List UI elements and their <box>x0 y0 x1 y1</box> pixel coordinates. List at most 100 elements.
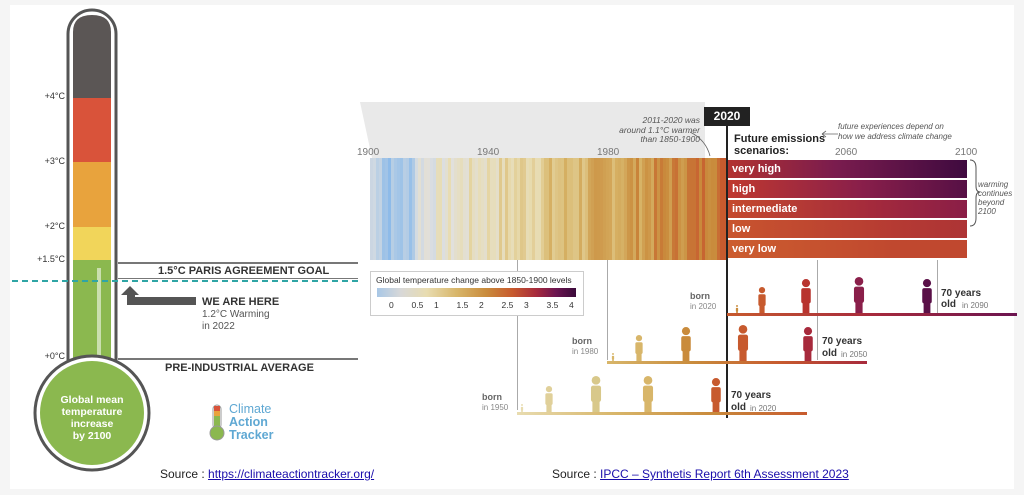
stripe <box>417 158 422 260</box>
stripe <box>609 158 613 260</box>
logo-word-action: Action <box>229 415 268 429</box>
bulb-line-3: increase <box>70 418 114 430</box>
source-right-link[interactable]: IPCC – Synthetis Report 6th Assessment 2… <box>600 467 849 481</box>
legend-box: Global temperature change above 1850-190… <box>370 271 584 316</box>
stripe <box>708 158 712 260</box>
warming-value: 1.2°C Warming <box>202 309 270 320</box>
old-2020-label: old <box>731 402 746 413</box>
scenario-bracket <box>969 159 981 227</box>
stripe <box>429 158 434 260</box>
stripe <box>381 158 386 260</box>
adult-1990 <box>642 376 654 412</box>
adult-2020 <box>801 279 811 313</box>
segment-2-3c <box>73 162 111 227</box>
stripe <box>615 158 619 260</box>
annotation-pointer <box>689 131 711 157</box>
adult-1950 <box>590 376 602 412</box>
stripe <box>534 158 539 260</box>
stripe <box>504 158 509 260</box>
stripe <box>537 158 542 260</box>
tick-line-1980 <box>607 260 608 360</box>
axis-year-1940: 1940 <box>477 147 500 158</box>
stripe <box>681 158 685 260</box>
stripe <box>642 158 646 260</box>
old-2020-year: in 2020 <box>750 404 777 413</box>
stripe <box>651 158 655 260</box>
stripe <box>633 158 637 260</box>
paris-goal-line <box>118 262 358 264</box>
stripe <box>639 158 643 260</box>
future-note: future experiences depend on how we addr… <box>838 122 952 141</box>
legend-tick: 3.5 <box>546 300 559 310</box>
warming-note-line-3: beyond <box>978 198 1005 207</box>
adult-2020-b <box>737 325 749 361</box>
axis-year-2060: 2060 <box>835 147 858 158</box>
ground-line-1950 <box>517 412 807 415</box>
current-warming-dashed-line <box>12 280 358 282</box>
paris-goal-underline <box>118 278 358 279</box>
stripe <box>618 158 622 260</box>
stripe <box>690 158 694 260</box>
stripe <box>600 158 604 260</box>
stripe <box>450 158 455 260</box>
seventy-years-2090: 70 years <box>941 288 982 299</box>
stripe <box>471 158 476 260</box>
stripe <box>453 158 458 260</box>
historical-warming-stripes <box>370 158 726 260</box>
stripe <box>399 158 404 260</box>
stripe <box>441 158 446 260</box>
stripe <box>435 158 440 260</box>
stripe <box>522 158 527 260</box>
child-1950 <box>545 386 553 412</box>
child-1980 <box>635 335 643 361</box>
stripe <box>654 158 658 260</box>
legend-tick: 1 <box>434 300 439 310</box>
stripe <box>582 158 586 260</box>
adult-1980 <box>681 327 691 361</box>
future-note-line-2: how we address climate change <box>838 131 952 141</box>
stripe <box>570 158 574 260</box>
source-left-link[interactable]: https://climateactiontracker.org/ <box>208 467 375 481</box>
born-1980-label: born <box>572 336 592 346</box>
thermometer-graphic <box>33 8 151 472</box>
stripe <box>378 158 383 260</box>
ground-line-2020 <box>727 313 1017 316</box>
legend-title: Global temperature change above 1850-190… <box>376 275 572 285</box>
future-note-arrow <box>821 130 838 138</box>
stripe <box>693 158 697 260</box>
future-title-line-2: scenarios: <box>734 145 790 157</box>
stripe <box>564 158 569 260</box>
stripe <box>657 158 661 260</box>
stripe <box>543 158 548 260</box>
legend-tick: 1.5 <box>456 300 469 310</box>
year-2020-line <box>726 126 728 418</box>
stripe <box>717 158 721 260</box>
stripe <box>477 158 482 260</box>
stripe <box>507 158 512 260</box>
warming-continues-note: warming continues beyond 2100 <box>978 180 1012 216</box>
born-1950-label: born <box>482 392 502 402</box>
stripe <box>669 158 673 260</box>
stripe <box>606 158 610 260</box>
stripe <box>411 158 416 260</box>
stripe <box>384 158 389 260</box>
scenario-high: high <box>727 180 967 198</box>
axis-year-1900: 1900 <box>357 147 380 158</box>
we-are-here-arrow <box>121 286 196 305</box>
stripe <box>510 158 515 260</box>
legend-tick: 0.5 <box>411 300 424 310</box>
stripe <box>396 158 401 260</box>
elder-2090 <box>922 279 932 313</box>
source-left-prefix: Source : <box>160 467 209 481</box>
scenario-very-low: very low <box>727 240 967 258</box>
we-are-here-label: WE ARE HERE <box>202 296 280 308</box>
label-3c: +3°C <box>44 156 65 166</box>
bulb-line-1: Global mean <box>60 394 124 406</box>
stripe <box>498 158 503 260</box>
stripe <box>405 158 410 260</box>
stripe <box>555 158 560 260</box>
stripe <box>573 158 577 260</box>
label-1-5c: +1.5°C <box>37 254 65 264</box>
stripe <box>387 158 392 260</box>
